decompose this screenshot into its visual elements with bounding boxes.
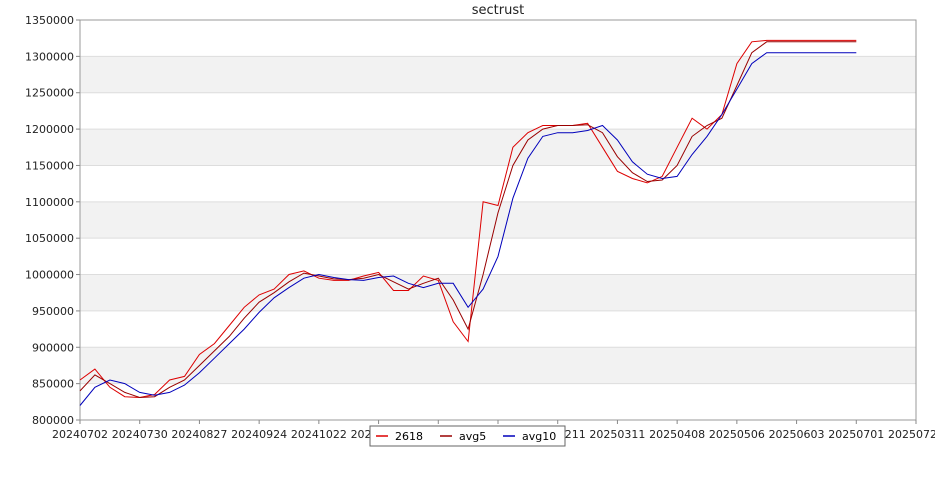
y-tick-label: 850000 xyxy=(32,378,74,391)
x-tick-label: 20240702 xyxy=(52,428,108,441)
y-tick-label: 950000 xyxy=(32,305,74,318)
x-tick-label: 20250408 xyxy=(649,428,705,441)
legend-label-avg10: avg10 xyxy=(522,430,556,443)
series-line-avg5 xyxy=(79,41,857,399)
x-tick-label: 20240924 xyxy=(231,428,287,441)
x-tick-label: 20250506 xyxy=(709,428,765,441)
y-tick-label: 1100000 xyxy=(25,196,74,209)
series-line-2618 xyxy=(79,39,857,399)
y-axis: 800000 850000 900000 950000 1000000 1050000 11… xyxy=(25,14,80,427)
x-tick-label: 20250311 xyxy=(589,428,645,441)
grid-band xyxy=(80,274,916,311)
legend: 2618 avg5 avg10 xyxy=(369,425,566,447)
y-tick-label: 800000 xyxy=(32,414,74,427)
legend-box xyxy=(369,425,566,447)
grid-band xyxy=(80,201,916,239)
grid-band xyxy=(80,129,916,166)
y-tick-label: 1150000 xyxy=(25,159,74,172)
legend-label-avg5: avg5 xyxy=(459,430,486,443)
y-tick-label: 1250000 xyxy=(25,87,74,100)
x-tick-label: 20250729 xyxy=(888,428,935,441)
x-tick-label: 20241022 xyxy=(291,428,347,441)
x-tick-label: 20240827 xyxy=(171,428,227,441)
y-tick-label: 1000000 xyxy=(25,269,74,282)
chart-title: sectrust xyxy=(472,3,524,18)
series-line-avg10 xyxy=(79,52,857,406)
y-tick-label: 1200000 xyxy=(25,123,74,136)
series-lines xyxy=(79,39,857,406)
grid-band xyxy=(80,347,916,384)
y-tick-label: 1350000 xyxy=(25,14,74,27)
y-tick-label: 1300000 xyxy=(25,50,74,63)
grid-bands xyxy=(80,56,916,384)
y-tick-label: 1050000 xyxy=(25,232,74,245)
x-tick-label: 20250603 xyxy=(769,428,825,441)
x-tick-label: 20240730 xyxy=(112,428,168,441)
legend-label-2618: 2618 xyxy=(395,430,423,443)
grid-band xyxy=(80,56,916,93)
x-tick-label: 20250701 xyxy=(828,428,884,441)
y-tick-label: 900000 xyxy=(32,341,74,354)
